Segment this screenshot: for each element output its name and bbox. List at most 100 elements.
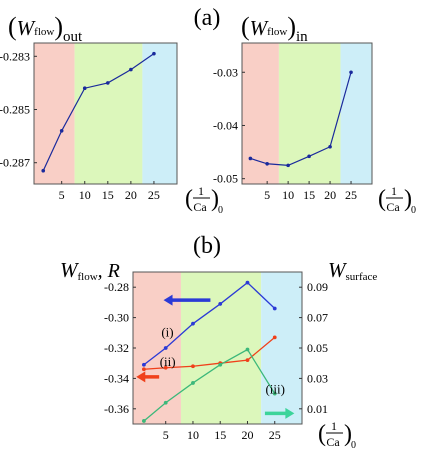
svg-text:1: 1 — [198, 184, 204, 198]
svg-text:0: 0 — [218, 205, 223, 216]
b-series-3-point-1 — [163, 400, 168, 405]
b-series-3-point-4 — [245, 347, 250, 352]
svg-text:Ca: Ca — [326, 435, 340, 449]
a-right-ytick-label-0: -0.03 — [213, 65, 238, 79]
a-left-xtick-label-4: 25 — [148, 188, 160, 202]
a-left-point-4 — [129, 67, 133, 72]
b-series-3-point-3 — [218, 362, 223, 367]
a-right-point-2 — [286, 163, 290, 168]
b-series-3-point-0 — [142, 419, 146, 423]
svg-text:(: ( — [185, 186, 193, 212]
b-xtick-label-3: 20 — [241, 428, 253, 442]
svg-text:(: ( — [378, 186, 386, 212]
a-left-point-0 — [41, 168, 46, 173]
svg-text:): ) — [211, 186, 219, 212]
a-right-ytick-label-2: -0.05 — [213, 172, 238, 186]
b-series-3-point-2 — [191, 381, 195, 385]
b-arrow-series-3-head — [285, 407, 295, 419]
ylabel-a-right: (Wflow)in — [241, 12, 308, 45]
b-band-0 — [133, 272, 181, 424]
a-left-point-3 — [106, 81, 110, 85]
b-ytick-label-2: -0.32 — [104, 341, 129, 355]
svg-text:(: ( — [318, 421, 326, 447]
svg-text:1: 1 — [331, 419, 337, 433]
a-right-xtick-label-2: 15 — [303, 188, 315, 202]
b-series-3-label: (iii) — [265, 382, 285, 397]
svg-text:0: 0 — [351, 440, 356, 451]
a-right-band-0 — [242, 43, 279, 184]
a-right-point-1 — [265, 161, 269, 166]
b-xtick-label-2: 15 — [214, 428, 226, 442]
b-series-2-point-1 — [163, 365, 168, 370]
b-band-1 — [180, 272, 262, 424]
b-arrow-series-1-head — [163, 294, 173, 306]
svg-text:0: 0 — [411, 205, 416, 216]
b-series-1-point-0 — [142, 362, 146, 367]
a-right-point-0 — [248, 156, 253, 161]
a-left-ytick-label-2: -0.287 — [0, 156, 30, 170]
a-left-xtick-label-3: 20 — [125, 188, 137, 202]
a-right-band-2 — [340, 43, 372, 184]
svg-text:Ca: Ca — [386, 200, 400, 214]
a-left-xtick-label-0: 5 — [59, 188, 65, 202]
a-left-ytick-label-1: -0.285 — [0, 103, 30, 117]
a-left-xtick-label-2: 15 — [102, 188, 114, 202]
a-right-band-1 — [278, 43, 341, 184]
b-ytick-right-label-1: 0.07 — [307, 311, 328, 325]
b-series-1-line — [143, 281, 276, 366]
svg-text:Ca: Ca — [193, 200, 207, 214]
svg-text:1: 1 — [391, 184, 397, 198]
a-right-xtick-label-3: 20 — [324, 188, 336, 202]
a-right-point-4 — [328, 144, 332, 149]
a-right-xtick-label-1: 10 — [282, 188, 294, 202]
a-left-frame — [33, 42, 178, 185]
b-xtick-label-0: 5 — [163, 428, 169, 442]
xlabel-a-left: ( 1 Ca ) 0 — [185, 184, 223, 216]
xlabel-b: ( 1 Ca ) 0 — [318, 419, 356, 451]
a-right-frame — [241, 42, 373, 185]
b-band-2 — [261, 272, 302, 424]
b-arrow-series-2-head — [136, 371, 146, 383]
b-series-3-line — [143, 348, 276, 422]
ylabel-b-left: Wflow, R — [60, 258, 120, 283]
a-left-ytick-label-0: -0.283 — [0, 49, 30, 63]
b-series-3-point-5 — [272, 391, 277, 396]
b-series-2-label: (ii) — [160, 354, 176, 369]
b-series-1-point-3 — [218, 302, 223, 306]
svg-text:): ) — [404, 186, 412, 212]
b-series-1-point-2 — [191, 321, 195, 326]
b-xtick-label-1: 10 — [187, 428, 199, 442]
a-left-series-line — [42, 53, 155, 171]
ylabel-a-left: (Wflow)out — [8, 12, 83, 45]
b-ytick-right-label-0: 0.09 — [307, 280, 328, 294]
panel-b-label: (b) — [193, 233, 221, 259]
b-ytick-label-1: -0.30 — [104, 311, 129, 325]
b-series-1-point-5 — [272, 306, 277, 311]
b-series-2-point-5 — [272, 335, 277, 340]
a-right-series-line — [250, 72, 352, 166]
b-series-2-point-0 — [142, 367, 146, 372]
a-right-xtick-label-0: 5 — [264, 188, 270, 202]
a-left-band-2 — [142, 43, 177, 184]
b-ytick-label-4: -0.36 — [104, 402, 129, 416]
a-right-ytick-label-1: -0.04 — [213, 118, 238, 132]
b-series-2-point-2 — [191, 364, 195, 369]
a-left-point-2 — [82, 86, 87, 91]
a-left-point-5 — [152, 51, 156, 56]
a-left-xtick-label-1: 10 — [79, 188, 91, 202]
b-series-1-label: (i) — [161, 325, 173, 340]
b-ytick-label-3: -0.34 — [104, 371, 129, 385]
b-series-1-point-1 — [163, 346, 168, 350]
ylabel-b-right: Wsurface — [328, 258, 377, 283]
a-left-band-0 — [34, 43, 75, 184]
xlabel-a-right: ( 1 Ca ) 0 — [378, 184, 416, 216]
b-ytick-label-0: -0.28 — [104, 280, 129, 294]
svg-text:): ) — [344, 421, 352, 447]
b-ytick-right-label-3: 0.03 — [307, 371, 328, 385]
b-xtick-label-4: 25 — [269, 428, 281, 442]
a-right-point-5 — [349, 70, 353, 75]
panel-a-label: (a) — [194, 5, 221, 31]
b-series-2-point-4 — [245, 358, 250, 363]
b-ytick-right-label-4: 0.01 — [307, 402, 328, 416]
